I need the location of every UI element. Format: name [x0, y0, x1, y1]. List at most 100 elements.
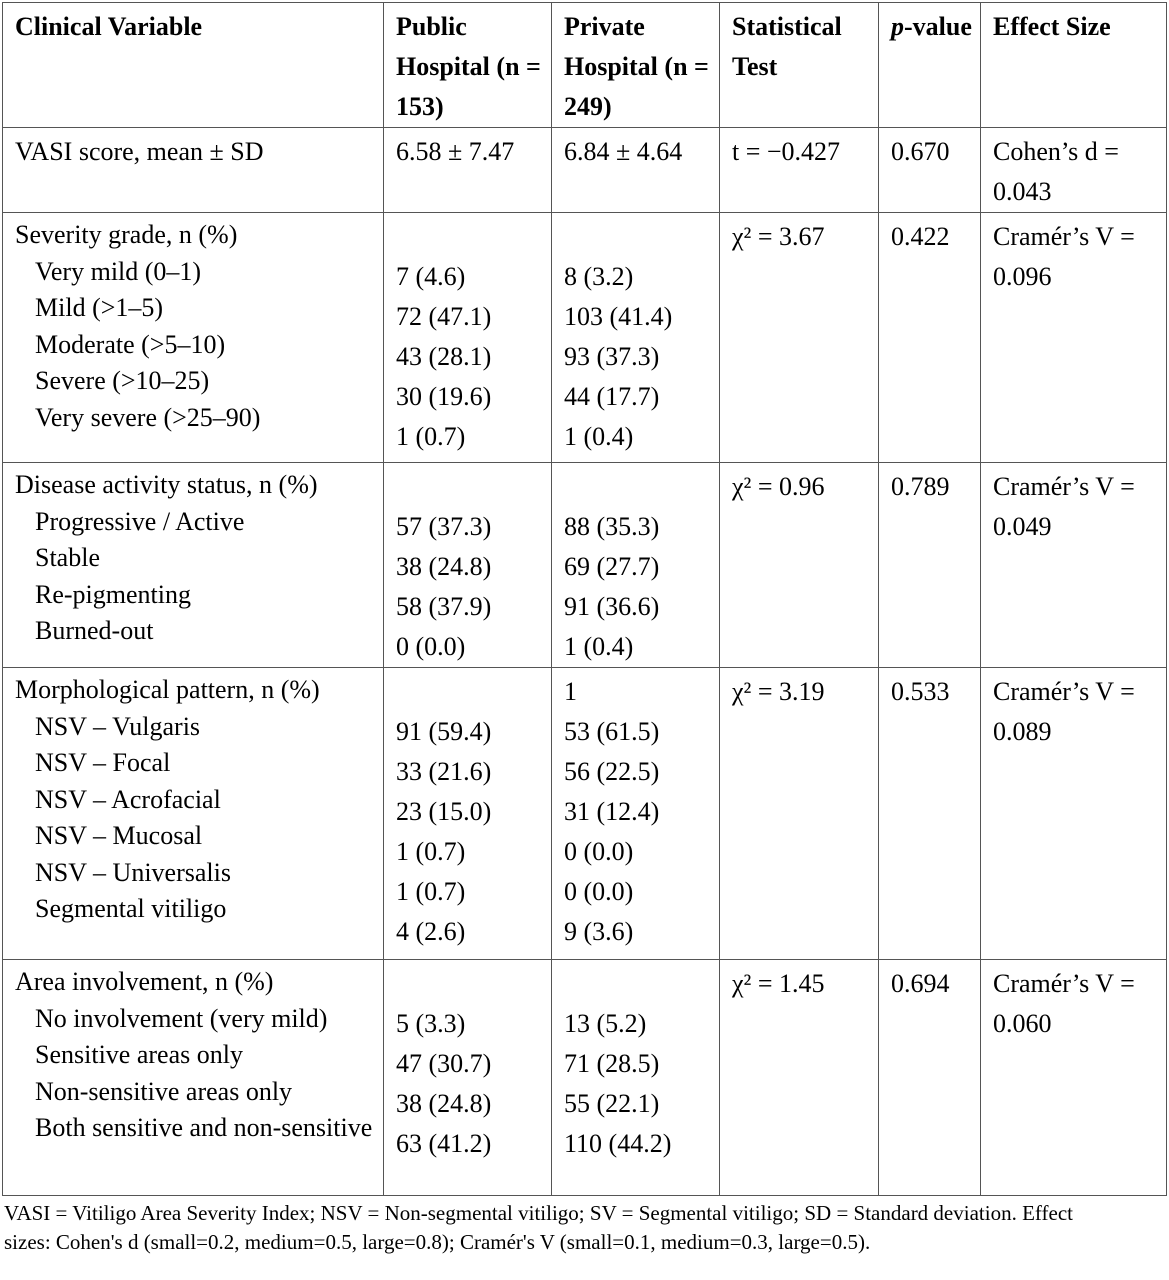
label-cell: Disease activity status, n (%) Progressiv… [2, 462, 384, 668]
value: 69 (27.7) [564, 552, 660, 581]
value: 23 (15.0) [396, 797, 492, 826]
item-label: Moderate (>5–10) [35, 329, 226, 359]
header-text: -value [904, 12, 972, 41]
header-cell: Private Hospital (n = 249) [551, 2, 720, 128]
value: 1 (0.4) [564, 422, 634, 451]
public-cell: 91 (59.4) 33 (21.6) 23 (15.0) 1 (0.7) 1 (0.7… [383, 667, 552, 960]
item-label: Stable [35, 543, 100, 572]
cell: 0.694 [878, 959, 981, 1196]
group-label: Disease activity status, n (%) [15, 470, 318, 499]
label-cell: Morphological pattern, n (%) NSV – Vulgar… [2, 667, 384, 960]
cell: Cramér’s V = 0.049 [980, 462, 1167, 668]
table-row: Severity grade, n (%) Very mild (0–1) Mild… [2, 212, 1167, 463]
item-label: NSV – Acrofacial [35, 784, 221, 814]
header-cell: Statistical Test [719, 2, 879, 128]
label-cell: Area involvement, n (%) No involvement (v… [2, 959, 384, 1196]
item-label: Non-sensitive areas only [35, 1076, 293, 1106]
value: 53 (61.5) [564, 717, 660, 746]
value: 88 (35.3) [564, 512, 660, 541]
item-label: Very mild (0–1) [35, 256, 202, 286]
cell: Cramér’s V = 0.089 [980, 667, 1167, 960]
cell: 6.84 ± 4.64 [551, 127, 720, 213]
document: Clinical Variable Public Hospital (n = 15… [2, 2, 1167, 1257]
cell: χ² = 3.67 [719, 212, 879, 463]
cell: 6.58 ± 7.47 [383, 127, 552, 213]
value: 1 (0.7) [396, 422, 466, 451]
cell: Cohen’s d = 0.043 [980, 127, 1167, 213]
value: 56 (22.5) [564, 757, 660, 786]
private-cell: 88 (35.3) 69 (27.7) 91 (36.6) 1 (0.4) [551, 462, 720, 668]
cell: χ² = 0.96 [719, 462, 879, 668]
cell: χ² = 3.19 [719, 667, 879, 960]
group-label: Area involvement, n (%) [15, 967, 274, 996]
value: 9 (3.6) [564, 917, 634, 946]
value: 63 (41.2) [396, 1129, 492, 1158]
item-label: Mild (>1–5) [35, 293, 164, 322]
public-cell: 7 (4.6) 72 (47.1) 43 (28.1) 30 (19.6) 1 (0.7… [383, 212, 552, 463]
value: 91 (36.6) [564, 592, 660, 621]
results-table: Clinical Variable Public Hospital (n = 15… [2, 2, 1167, 1196]
spacer [396, 672, 551, 712]
value: 1 (0.4) [564, 632, 634, 661]
value: 38 (24.8) [396, 552, 492, 581]
value: 72 (47.1) [396, 302, 492, 331]
item-label: Very severe (>25–90) [35, 402, 261, 432]
item-label: NSV – Vulgaris [35, 711, 201, 741]
value: 58 (37.9) [396, 592, 492, 621]
item-label: NSV – Focal [35, 748, 171, 777]
spacer [564, 217, 719, 257]
cell: VASI score, mean ± SD [2, 127, 384, 213]
value: 31 (12.4) [564, 797, 660, 826]
header-text-italic: p [891, 12, 904, 41]
cell: χ² = 1.45 [719, 959, 879, 1196]
value: 5 (3.3) [396, 1009, 466, 1038]
table-body: VASI score, mean ± SD 6.58 ± 7.47 6.84 ± 4… [2, 127, 1167, 1196]
value: 110 (44.2) [564, 1129, 672, 1158]
public-cell: 5 (3.3) 47 (30.7) 38 (24.8) 63 (41.2) [383, 959, 552, 1196]
label-cell: Severity grade, n (%) Very mild (0–1) Mild… [2, 212, 384, 463]
value: 8 (3.2) [564, 262, 634, 291]
spacer [396, 217, 551, 257]
value: 103 (41.4) [564, 302, 673, 331]
spacer [564, 467, 719, 507]
value: 57 (37.3) [396, 512, 492, 541]
value: 1 (0.7) [396, 837, 466, 866]
header-cell: Clinical Variable [2, 2, 384, 128]
cell: t = −0.427 [719, 127, 879, 213]
header-cell: Public Hospital (n = 153) [383, 2, 552, 128]
group-label: Morphological pattern, n (%) [15, 675, 320, 704]
item-label: Progressive / Active [35, 506, 245, 536]
table-row: VASI score, mean ± SD 6.58 ± 7.47 6.84 ± 4… [2, 127, 1167, 213]
value: 55 (22.1) [564, 1089, 660, 1118]
value: 33 (21.6) [396, 757, 492, 786]
item-label: Severe (>10–25) [35, 366, 210, 395]
cell: Cramér’s V = 0.060 [980, 959, 1167, 1196]
note: 1 [564, 677, 577, 706]
item-label: Re-pigmenting [35, 579, 191, 609]
value: 38 (24.8) [396, 1089, 492, 1118]
footnote: VASI = Vitiligo Area Severity Index; NSV… [4, 1201, 1073, 1254]
private-cell: 1 53 (61.5) 56 (22.5) 31 (12.4) 0 (0.0) 0 (0.… [551, 667, 720, 960]
cell: Cramér’s V = 0.096 [980, 212, 1167, 463]
cell: 0.789 [878, 462, 981, 668]
value: 93 (37.3) [564, 342, 660, 371]
public-cell: 57 (37.3) 38 (24.8) 58 (37.9) 0 (0.0) [383, 462, 552, 668]
value: 44 (17.7) [564, 382, 660, 411]
item-label: Burned-out [35, 616, 154, 645]
item-label: Segmental vitiligo [35, 894, 227, 923]
value: 91 (59.4) [396, 717, 492, 746]
table-row: Morphological pattern, n (%) NSV – Vulgar… [2, 667, 1167, 960]
private-cell: 13 (5.2) 71 (28.5) 55 (22.1) 110 (44.2) [551, 959, 720, 1196]
value: 71 (28.5) [564, 1049, 660, 1078]
value: 1 (0.7) [396, 877, 466, 906]
value: 7 (4.6) [396, 262, 466, 291]
item-label: Both sensitive and non-sensitive [35, 1113, 373, 1142]
table-row: Disease activity status, n (%) Progressiv… [2, 462, 1167, 668]
private-cell: 8 (3.2) 103 (41.4) 93 (37.3) 44 (17.7) 1 (0.… [551, 212, 720, 463]
item-label: Sensitive areas only [35, 1040, 243, 1069]
cell: 0.670 [878, 127, 981, 213]
item-label: NSV – Mucosal [35, 821, 203, 850]
value: 30 (19.6) [396, 382, 492, 411]
group-label: Severity grade, n (%) [15, 220, 238, 249]
